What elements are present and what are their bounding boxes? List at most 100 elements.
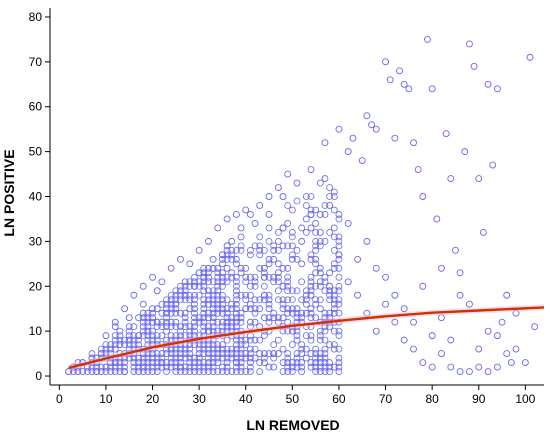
data-point <box>228 323 236 331</box>
data-point <box>246 354 254 362</box>
data-point <box>260 296 268 304</box>
data-point <box>335 300 343 308</box>
data-point <box>256 336 264 344</box>
data-point <box>298 260 306 268</box>
data-point <box>177 363 184 371</box>
data-point <box>214 300 222 308</box>
data-point <box>326 282 334 290</box>
data-point <box>144 332 152 340</box>
data-point <box>270 255 278 263</box>
data-point <box>233 314 240 322</box>
data-point <box>233 345 240 353</box>
data-point <box>284 264 292 272</box>
data-point <box>209 296 217 304</box>
data-point <box>228 269 236 277</box>
data-point <box>144 336 152 344</box>
data-point <box>256 251 264 259</box>
data-point <box>326 363 334 371</box>
data-point <box>335 287 343 295</box>
data-point <box>181 318 189 326</box>
data-point <box>512 345 520 353</box>
data-point <box>265 211 273 218</box>
data-point <box>177 345 184 353</box>
data-point <box>107 359 114 366</box>
data-point <box>130 354 138 362</box>
data-point <box>279 282 287 290</box>
scatter-points <box>65 35 539 375</box>
data-point <box>163 314 170 322</box>
data-point <box>260 359 268 366</box>
data-point <box>242 336 250 344</box>
data-point <box>246 350 254 357</box>
data-point <box>256 264 264 272</box>
data-point <box>181 368 189 375</box>
data-point <box>181 345 189 353</box>
data-point <box>233 350 240 357</box>
data-point <box>186 296 194 304</box>
x-tick-label: 60 <box>332 392 346 406</box>
data-point <box>172 332 180 340</box>
data-point <box>321 323 329 331</box>
data-point <box>158 354 166 362</box>
data-point <box>312 359 320 366</box>
data-point <box>191 341 198 349</box>
data-point <box>321 314 329 322</box>
data-point <box>293 363 301 371</box>
data-point <box>172 318 180 326</box>
data-point <box>223 323 231 331</box>
data-point <box>144 327 152 335</box>
data-point <box>237 350 245 357</box>
data-point <box>228 273 236 281</box>
data-point <box>153 363 161 371</box>
data-point <box>158 300 166 308</box>
data-point <box>195 318 203 326</box>
data-point <box>335 211 343 218</box>
data-point <box>284 170 292 178</box>
data-point <box>79 368 87 375</box>
data-point <box>302 345 310 353</box>
data-point <box>233 341 240 349</box>
data-point <box>312 314 320 322</box>
data-point <box>242 264 250 272</box>
data-point <box>330 309 338 317</box>
data-point <box>172 359 180 366</box>
data-point <box>316 179 324 187</box>
data-point <box>130 323 138 331</box>
data-point <box>270 363 278 371</box>
data-point <box>195 368 203 375</box>
data-point <box>209 291 217 299</box>
data-point <box>260 327 268 335</box>
data-point <box>135 363 142 371</box>
data-point <box>251 354 259 362</box>
data-point <box>302 354 310 362</box>
data-point <box>274 184 282 191</box>
data-point <box>307 193 315 200</box>
data-point <box>335 237 343 245</box>
data-point <box>503 291 511 299</box>
data-point <box>279 345 287 353</box>
data-point <box>396 67 403 75</box>
data-point <box>135 336 142 344</box>
data-point <box>153 368 161 375</box>
data-point <box>181 350 189 357</box>
data-point <box>414 166 422 174</box>
data-point <box>214 291 222 299</box>
data-point <box>284 278 292 286</box>
data-point <box>256 359 264 366</box>
data-point <box>223 309 231 317</box>
data-point <box>205 269 212 277</box>
data-point <box>237 242 245 250</box>
data-point <box>135 341 142 349</box>
data-point <box>237 359 245 366</box>
data-point <box>205 345 212 353</box>
data-point <box>242 354 250 362</box>
data-point <box>330 264 338 272</box>
data-point <box>209 363 217 371</box>
data-point <box>256 350 264 357</box>
data-point <box>191 323 198 331</box>
data-point <box>219 323 226 331</box>
data-point <box>358 157 366 165</box>
data-point <box>116 363 124 371</box>
data-point <box>316 354 324 362</box>
data-point <box>111 336 119 344</box>
